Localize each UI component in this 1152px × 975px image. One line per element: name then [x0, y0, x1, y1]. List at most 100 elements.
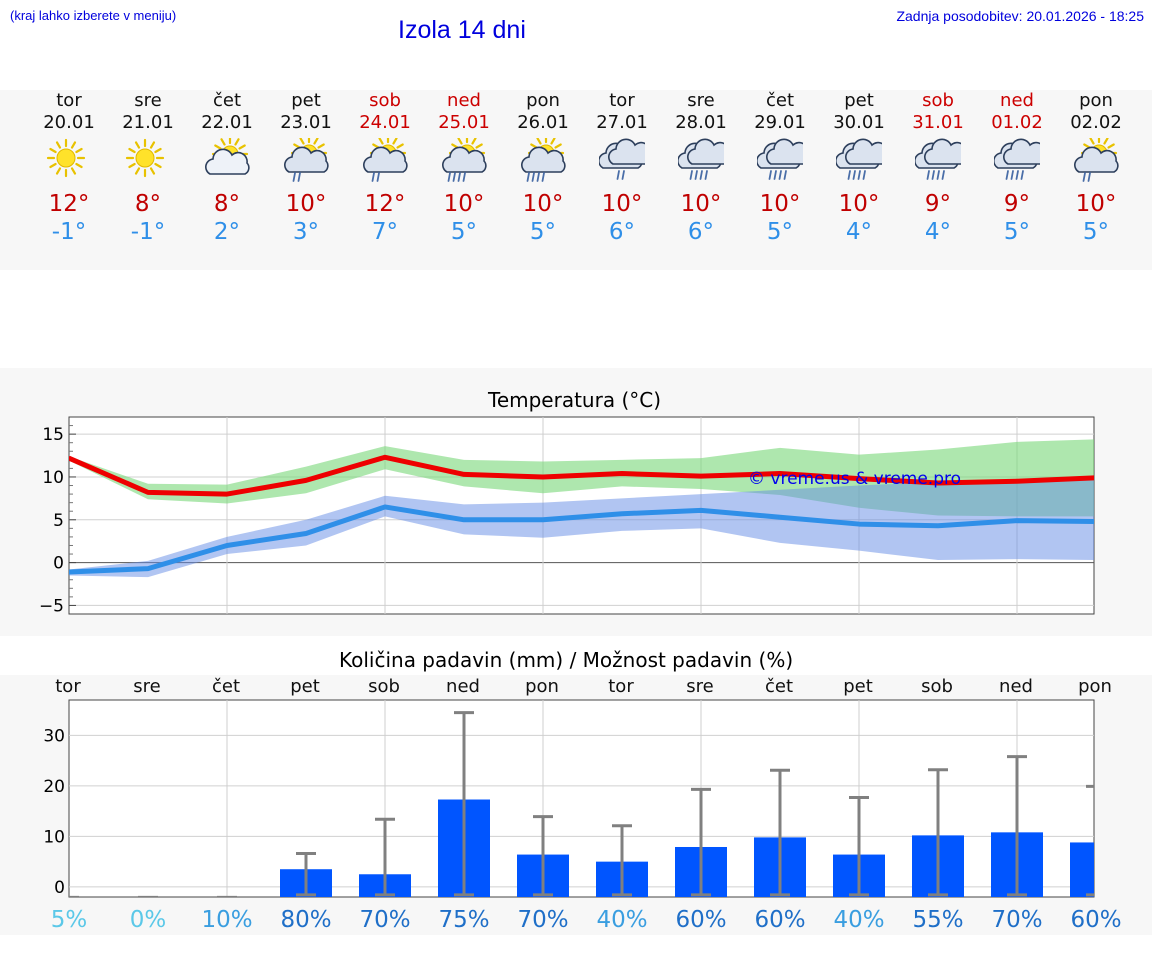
- min-temp: 4°: [845, 219, 873, 245]
- day-date: 02.02: [1070, 112, 1122, 133]
- day-column: čet 22.01 8° 2°: [187, 90, 267, 246]
- day-date: 27.01: [596, 112, 648, 133]
- day-label: pet: [843, 676, 873, 697]
- precip-probability: 40%: [833, 907, 884, 933]
- y-tick-label: 30: [43, 726, 65, 746]
- precip-probability: 5%: [51, 907, 88, 933]
- precip-probability: 60%: [1070, 907, 1121, 933]
- day-name: ned: [1000, 90, 1034, 111]
- y-tick-label: 0: [54, 878, 65, 898]
- min-point: [857, 522, 861, 527]
- precip-probability: 55%: [912, 907, 963, 933]
- max-temp: 8°: [213, 191, 241, 217]
- day-date: 22.01: [201, 112, 253, 133]
- max-temp: 10°: [285, 191, 327, 217]
- min-point: [1094, 519, 1098, 523]
- day-date: 20.01: [43, 112, 95, 133]
- min-temp: 3°: [292, 219, 320, 245]
- cloud-rain-icon: [836, 138, 882, 180]
- precip-probability: 75%: [438, 907, 489, 933]
- day-column: pet 30.01 10° 4°: [819, 90, 899, 246]
- day-date: 28.01: [675, 112, 727, 133]
- min-temp-line: [69, 504, 1094, 575]
- y-tick-label: −5: [39, 596, 64, 616]
- day-column: pon 26.01 10° 5°: [503, 90, 583, 246]
- min-point: [69, 570, 71, 575]
- max-point: [778, 471, 782, 476]
- day-column: pet 23.01 10° 3°: [266, 90, 346, 246]
- day-name: čet: [765, 90, 795, 111]
- y-tick-label: 15: [42, 425, 64, 445]
- day-date: 30.01: [833, 112, 885, 133]
- sun-cloud-light-rain-icon: [1074, 138, 1119, 182]
- max-point: [69, 456, 71, 461]
- max-point: [857, 476, 861, 481]
- temperature-chart-title: Temperatura (°C): [488, 388, 662, 412]
- min-temp: 7°: [371, 219, 399, 245]
- day-name: pon: [526, 90, 560, 111]
- day-label: pon: [1078, 676, 1112, 697]
- day-name: sob: [922, 90, 954, 111]
- max-temp: 10°: [1075, 191, 1117, 217]
- day-label: tor: [55, 676, 81, 697]
- day-name: pet: [844, 90, 874, 111]
- min-point: [699, 508, 703, 513]
- day-date: 26.01: [517, 112, 569, 133]
- day-column: sob 24.01 12° 7°: [345, 90, 425, 246]
- precip-probability: 60%: [754, 907, 805, 933]
- min-range-band: [69, 479, 1094, 578]
- max-temp: 9°: [924, 191, 952, 217]
- max-temp: 10°: [680, 191, 722, 217]
- precip-probability: 70%: [359, 907, 410, 933]
- max-temp-line: [69, 454, 1094, 497]
- min-point: [225, 543, 229, 548]
- day-column: sob 31.01 9° 4°: [898, 90, 978, 246]
- max-temp: 10°: [601, 191, 643, 217]
- max-temp: 10°: [838, 191, 880, 217]
- min-temp: 5°: [450, 219, 478, 245]
- day-name: čet: [212, 90, 242, 111]
- precip-probability: 10%: [201, 907, 252, 933]
- day-name: sre: [687, 90, 715, 111]
- sun-cloud-light-rain-icon: [284, 138, 329, 182]
- max-temp: 8°: [134, 191, 162, 217]
- precip-probability: 70%: [517, 907, 568, 933]
- max-point: [936, 480, 940, 485]
- max-point: [1015, 479, 1019, 484]
- min-point: [778, 515, 782, 520]
- day-name: sre: [134, 90, 162, 111]
- max-temp: 10°: [759, 191, 801, 217]
- day-date: 29.01: [754, 112, 806, 133]
- precip-probability: 40%: [596, 907, 647, 933]
- min-temp: 2°: [213, 219, 241, 245]
- max-point: [1094, 476, 1098, 480]
- day-date: 31.01: [912, 112, 964, 133]
- min-temp: 5°: [529, 219, 557, 245]
- sun-cloud-rain-icon: [521, 138, 566, 182]
- day-date: 01.02: [991, 112, 1043, 133]
- day-label: pet: [290, 676, 320, 697]
- day-column: tor 20.01 12° -1°: [29, 90, 109, 246]
- day-date: 25.01: [438, 112, 490, 133]
- day-name: tor: [609, 90, 635, 111]
- cloud-rain-icon: [915, 138, 961, 180]
- day-label: sre: [686, 676, 713, 697]
- day-label: tor: [608, 676, 634, 697]
- day-column: tor 27.01 10° 6°: [582, 90, 662, 246]
- y-tick-label: 0: [53, 554, 64, 574]
- day-label: sob: [921, 676, 953, 697]
- max-point: [541, 474, 545, 479]
- day-date: 23.01: [280, 112, 332, 133]
- max-point: [304, 478, 308, 483]
- min-temp: 5°: [1082, 219, 1110, 245]
- min-point: [620, 511, 624, 516]
- min-point: [936, 523, 940, 528]
- last-updated: Zadnja posodobitev: 20.01.2026 - 18:25: [896, 8, 1144, 24]
- day-label: ned: [999, 676, 1033, 697]
- min-temp: 6°: [687, 219, 715, 245]
- cloud-rain-icon: [994, 138, 1040, 180]
- day-column: pon 02.02 10° 5°: [1056, 90, 1136, 246]
- day-name: tor: [56, 90, 82, 111]
- max-point: [462, 472, 466, 477]
- sun-icon: [46, 138, 86, 178]
